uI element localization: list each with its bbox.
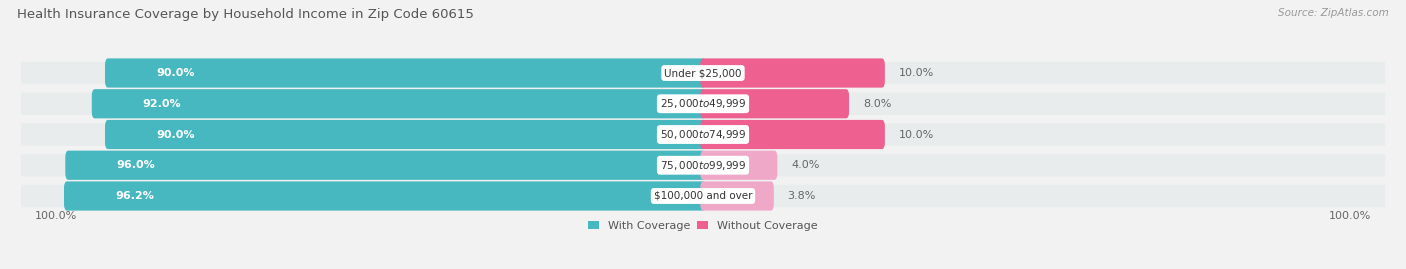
Text: 96.2%: 96.2% bbox=[115, 191, 153, 201]
FancyBboxPatch shape bbox=[65, 151, 706, 180]
Text: 90.0%: 90.0% bbox=[156, 129, 194, 140]
FancyBboxPatch shape bbox=[105, 58, 706, 88]
FancyBboxPatch shape bbox=[700, 181, 773, 211]
Text: 4.0%: 4.0% bbox=[792, 160, 820, 170]
Text: 100.0%: 100.0% bbox=[35, 211, 77, 221]
Text: 3.8%: 3.8% bbox=[787, 191, 815, 201]
FancyBboxPatch shape bbox=[21, 62, 1385, 84]
Text: 90.0%: 90.0% bbox=[156, 68, 194, 78]
Text: 100.0%: 100.0% bbox=[1329, 211, 1371, 221]
Text: 8.0%: 8.0% bbox=[863, 99, 891, 109]
FancyBboxPatch shape bbox=[700, 151, 778, 180]
FancyBboxPatch shape bbox=[700, 58, 884, 88]
FancyBboxPatch shape bbox=[700, 89, 849, 118]
Text: 92.0%: 92.0% bbox=[143, 99, 181, 109]
Text: 10.0%: 10.0% bbox=[898, 68, 934, 78]
FancyBboxPatch shape bbox=[21, 154, 1385, 176]
FancyBboxPatch shape bbox=[21, 123, 1385, 146]
Text: Under $25,000: Under $25,000 bbox=[664, 68, 742, 78]
FancyBboxPatch shape bbox=[91, 89, 706, 118]
FancyBboxPatch shape bbox=[700, 120, 884, 149]
FancyBboxPatch shape bbox=[65, 181, 706, 211]
FancyBboxPatch shape bbox=[21, 185, 1385, 207]
Text: Source: ZipAtlas.com: Source: ZipAtlas.com bbox=[1278, 8, 1389, 18]
Text: $100,000 and over: $100,000 and over bbox=[654, 191, 752, 201]
Text: 96.0%: 96.0% bbox=[117, 160, 155, 170]
Text: $50,000 to $74,999: $50,000 to $74,999 bbox=[659, 128, 747, 141]
Legend: With Coverage, Without Coverage: With Coverage, Without Coverage bbox=[583, 217, 823, 236]
FancyBboxPatch shape bbox=[21, 93, 1385, 115]
Text: 10.0%: 10.0% bbox=[898, 129, 934, 140]
Text: Health Insurance Coverage by Household Income in Zip Code 60615: Health Insurance Coverage by Household I… bbox=[17, 8, 474, 21]
Text: $75,000 to $99,999: $75,000 to $99,999 bbox=[659, 159, 747, 172]
FancyBboxPatch shape bbox=[105, 120, 706, 149]
Text: $25,000 to $49,999: $25,000 to $49,999 bbox=[659, 97, 747, 110]
